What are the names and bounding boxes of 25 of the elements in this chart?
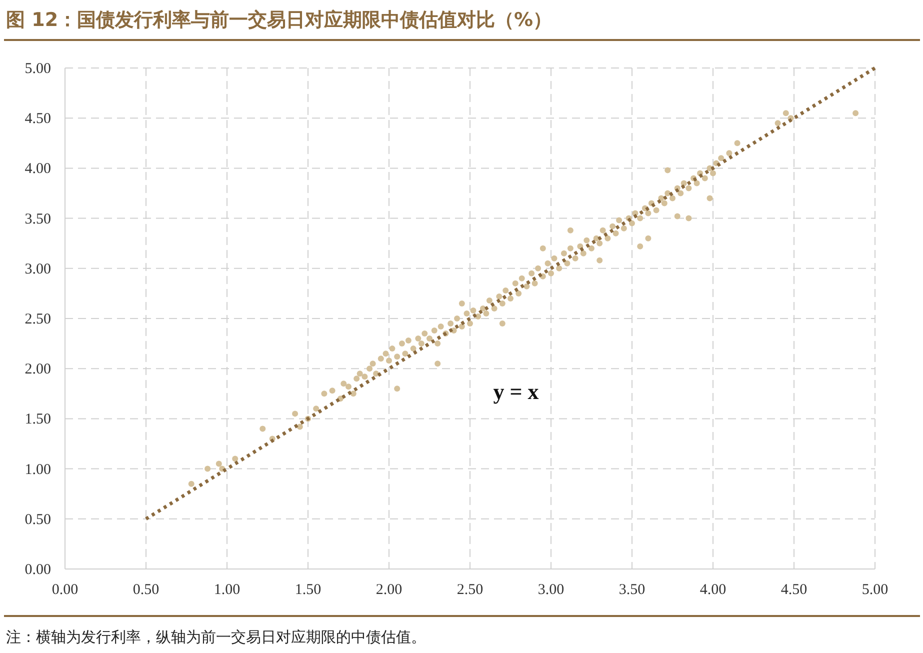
y-tick-label: 4.50 [24,111,51,128]
chart-title: 图 12：国债发行利率与前一交易日对应期限中债估值对比（%） [6,9,552,31]
y-tick-label: 2.50 [24,312,51,328]
x-tick-label: 3.00 [538,582,564,598]
x-tick-label: 5.00 [862,582,888,598]
x-tick-label: 2.00 [376,582,402,598]
text: 注：横轴为发行利率，纵轴为前一交易日对应期限的中债估值。 [6,628,426,646]
y-tick-label: 1.00 [24,462,51,478]
y-tick-label: 0.00 [24,562,51,578]
y-tick-label: 1.50 [24,412,51,428]
y-tick-label: 2.00 [24,362,51,378]
x-tick-label: 4.50 [780,582,808,598]
y-tick-label: 4.00 [24,161,51,178]
y-tick-label: 3.50 [24,211,51,228]
y-tick-label: 5.00 [24,61,51,77]
y-tick-label: 0.50 [24,512,51,528]
x-tick-label: 4.00 [700,582,726,598]
x-tick-label: 1.00 [214,582,240,598]
x-tick-label: 0.50 [132,582,160,598]
x-tick-label: 0.00 [52,582,78,598]
annotation: y = x [493,379,539,404]
x-tick-label: 2.50 [456,582,484,598]
x-tick-label: 1.50 [294,582,322,598]
x-tick-label: 3.50 [618,582,646,598]
y-tick-label: 3.00 [24,261,51,278]
